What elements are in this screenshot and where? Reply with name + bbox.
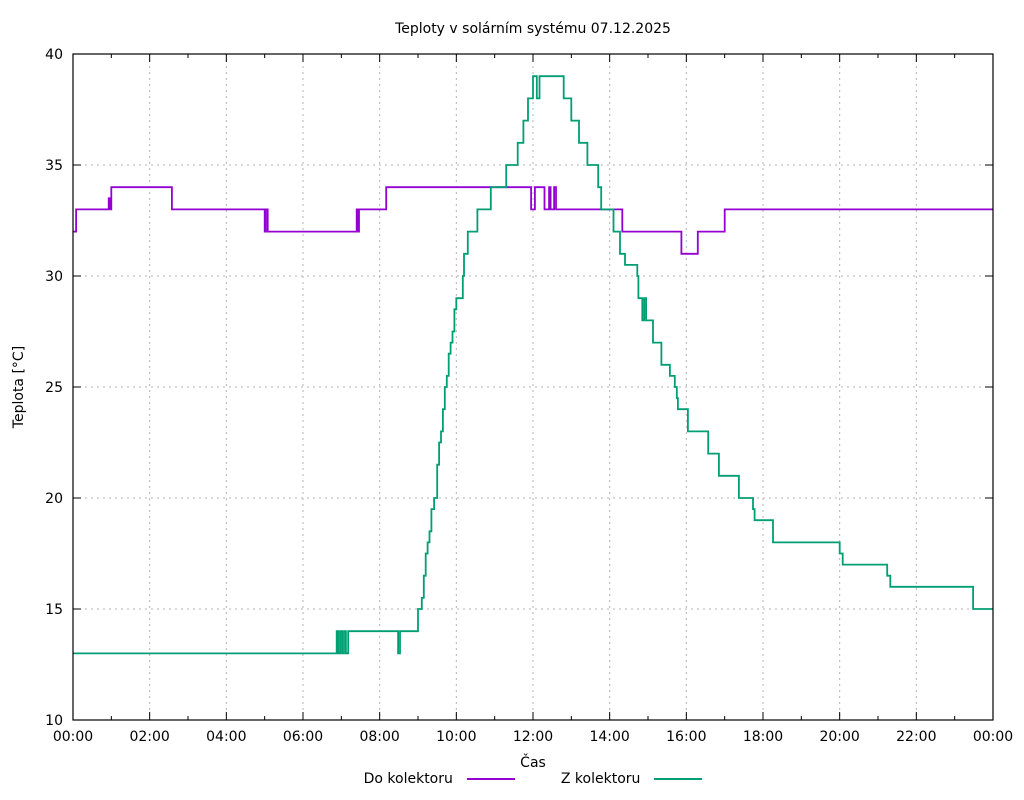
y-tick-label: 35 xyxy=(45,158,63,174)
legend-item-do-kolektoru: Do kolektoru xyxy=(364,771,515,787)
x-tick-label: 16:00 xyxy=(666,729,706,745)
legend-label-do-kolektoru: Do kolektoru xyxy=(363,771,453,787)
x-tick-label: 00:00 xyxy=(53,729,93,745)
legend: Do kolektoru Z kolektoru xyxy=(73,771,993,787)
x-tick-label: 22:00 xyxy=(896,729,936,745)
x-tick-label: 04:00 xyxy=(206,729,246,745)
x-tick-label: 02:00 xyxy=(129,729,169,745)
y-tick-label: 10 xyxy=(45,713,63,729)
x-tick-label: 10:00 xyxy=(436,729,476,745)
y-tick-label: 25 xyxy=(45,380,63,396)
x-tick-label: 18:00 xyxy=(743,729,783,745)
y-tick-label: 30 xyxy=(45,269,63,285)
x-tick-label: 08:00 xyxy=(359,729,399,745)
x-tick-label: 14:00 xyxy=(589,729,629,745)
x-tick-label: 12:00 xyxy=(513,729,553,745)
legend-item-z-kolektoru: Z kolektoru xyxy=(561,771,703,787)
x-tick-label: 06:00 xyxy=(283,729,323,745)
legend-line-sample-do-kolektoru xyxy=(466,778,515,780)
y-tick-label: 20 xyxy=(45,491,63,507)
plot-border xyxy=(72,53,994,721)
chart-title: Teploty v solárním systému 07.12.2025 xyxy=(395,21,671,37)
y-axis-label: Teplota [°C] xyxy=(11,345,27,429)
series-path-z-kolektoru xyxy=(73,75,993,655)
legend-label-z-kolektoru: Z kolektoru xyxy=(560,771,641,787)
x-axis-label: Čas xyxy=(520,755,546,771)
y-tick-label: 15 xyxy=(45,602,63,618)
x-tick-label: 00:00 xyxy=(973,729,1013,745)
x-tick-label: 20:00 xyxy=(819,729,859,745)
y-tick-label: 40 xyxy=(45,47,63,63)
series-path-do-kolektoru xyxy=(73,186,993,255)
legend-line-sample-z-kolektoru xyxy=(654,778,703,780)
